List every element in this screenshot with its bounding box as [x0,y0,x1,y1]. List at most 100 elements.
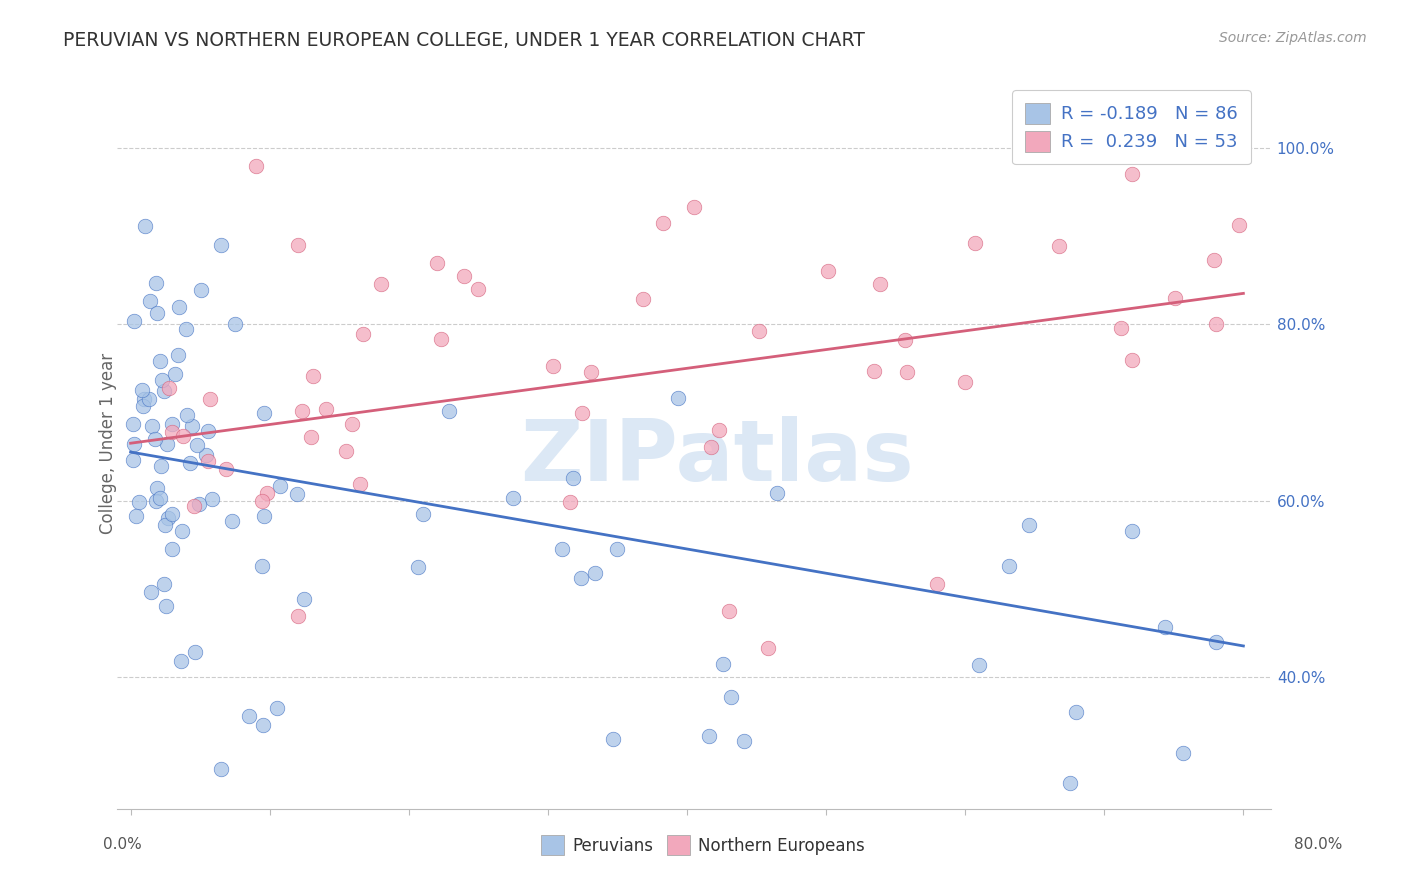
Point [160,507,183,521]
Point [252,718,274,732]
Point [179,456,201,470]
Point [896,365,918,379]
Point [352,326,374,341]
Point [131,383,153,397]
Point [183,645,205,659]
Point [967,658,990,673]
Point [253,406,276,420]
Point [149,491,172,505]
Point [141,585,163,599]
Point [150,459,173,474]
Y-axis label: College, Under 1 year: College, Under 1 year [100,352,117,533]
Point [256,485,278,500]
Point [149,353,172,368]
Point [541,359,564,373]
Point [551,541,574,556]
Point [132,399,155,413]
Point [602,731,624,746]
Point [467,282,489,296]
Point [138,392,160,406]
Point [998,559,1021,574]
Point [697,729,720,743]
Point [301,369,323,384]
Point [146,481,169,495]
Point [145,494,167,508]
Point [138,294,160,309]
Point [340,417,363,431]
Point [238,709,260,723]
Text: 0.0%: 0.0% [103,838,142,852]
Point [157,511,180,525]
Point [1121,352,1143,367]
Point [315,402,337,417]
Point [190,283,212,297]
Point [1121,524,1143,539]
Point [125,508,148,523]
Point [269,479,291,493]
Point [571,406,593,420]
Point [558,495,581,509]
Point [733,734,755,748]
Point [927,577,949,591]
Point [183,499,205,513]
Point [172,428,194,442]
Point [188,497,211,511]
Point [429,332,451,346]
Point [224,317,246,331]
Point [606,541,628,556]
Point [748,324,770,338]
Point [160,417,183,432]
Point [299,429,322,443]
Point [1205,317,1227,331]
Point [953,375,976,389]
Legend: R = -0.189   N = 86, R =  0.239   N = 53: R = -0.189 N = 86, R = 0.239 N = 53 [1012,90,1250,164]
Point [245,159,267,173]
Point [198,392,221,406]
Point [291,404,314,418]
Point [707,423,730,437]
Legend: Peruvians, Northern Europeans: Peruvians, Northern Europeans [534,829,872,862]
Point [153,518,176,533]
Point [717,604,740,618]
Point [167,348,190,362]
Point [453,269,475,284]
Point [894,333,917,347]
Point [1018,518,1040,533]
Point [766,486,789,500]
Point [335,444,357,458]
Point [583,566,606,580]
Point [197,454,219,468]
Point [668,391,690,405]
Point [963,235,986,250]
Point [1047,238,1070,252]
Point [122,436,145,450]
Point [349,477,371,491]
Point [1173,747,1195,761]
Point [562,471,585,485]
Point [132,392,155,407]
Point [1154,620,1177,634]
Point [124,314,146,328]
Point [756,640,779,655]
Point [163,367,186,381]
Point [197,424,219,438]
Point [155,599,177,613]
Point [153,577,176,591]
Point [253,508,276,523]
Point [699,440,721,454]
Point [1111,321,1133,335]
Point [1059,775,1081,789]
Point [194,448,217,462]
Point [406,559,429,574]
Point [869,277,891,292]
Text: 80.0%: 80.0% [1295,838,1343,852]
Point [141,419,163,434]
Point [201,491,224,506]
Point [817,264,839,278]
Point [711,657,734,672]
Point [170,524,193,539]
Point [169,654,191,668]
Point [581,365,603,379]
Point [181,418,204,433]
Point [157,381,180,395]
